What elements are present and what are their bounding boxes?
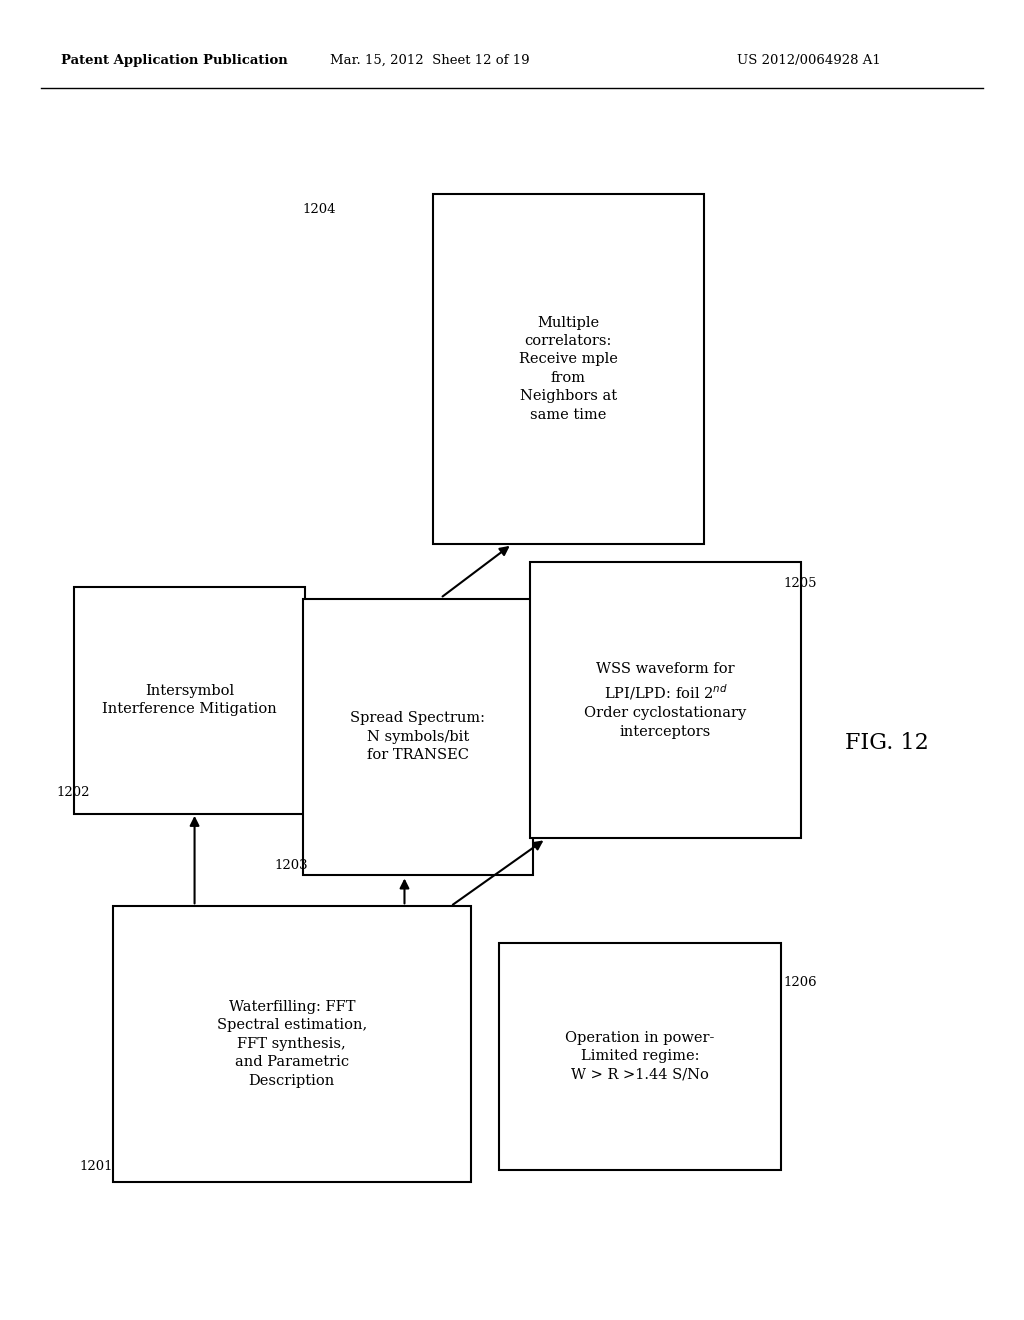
FancyBboxPatch shape bbox=[303, 599, 532, 875]
Text: Operation in power-
Limited regime:
W > R >1.44 S/No: Operation in power- Limited regime: W > … bbox=[565, 1031, 715, 1081]
Text: US 2012/0064928 A1: US 2012/0064928 A1 bbox=[737, 54, 881, 66]
Text: 1201: 1201 bbox=[80, 1160, 114, 1173]
Text: 1203: 1203 bbox=[274, 859, 308, 873]
Text: Intersymbol
Interference Mitigation: Intersymbol Interference Mitigation bbox=[102, 684, 276, 717]
Text: 1205: 1205 bbox=[783, 577, 817, 590]
Text: WSS waveform for
LPI/LPD: foil 2$^{nd}$
Order cyclostationary
interceptors: WSS waveform for LPI/LPD: foil 2$^{nd}$ … bbox=[585, 661, 746, 739]
FancyBboxPatch shape bbox=[113, 906, 471, 1181]
FancyBboxPatch shape bbox=[530, 562, 802, 838]
Text: Patent Application Publication: Patent Application Publication bbox=[61, 54, 288, 66]
FancyBboxPatch shape bbox=[500, 942, 780, 1170]
FancyBboxPatch shape bbox=[433, 194, 705, 544]
Text: 1202: 1202 bbox=[56, 785, 90, 799]
Text: 1204: 1204 bbox=[302, 202, 336, 215]
Text: Waterfilling: FFT
Spectral estimation,
FFT synthesis,
and Parametric
Description: Waterfilling: FFT Spectral estimation, F… bbox=[217, 1001, 367, 1088]
Text: Mar. 15, 2012  Sheet 12 of 19: Mar. 15, 2012 Sheet 12 of 19 bbox=[331, 54, 529, 66]
Text: Spread Spectrum:
N symbols/bit
for TRANSEC: Spread Spectrum: N symbols/bit for TRANS… bbox=[350, 711, 485, 762]
Text: 1206: 1206 bbox=[783, 975, 817, 989]
FancyBboxPatch shape bbox=[74, 586, 305, 813]
Text: Multiple
correlators:
Receive mple
from
Neighbors at
same time: Multiple correlators: Receive mple from … bbox=[519, 315, 617, 421]
Text: FIG. 12: FIG. 12 bbox=[845, 733, 929, 754]
